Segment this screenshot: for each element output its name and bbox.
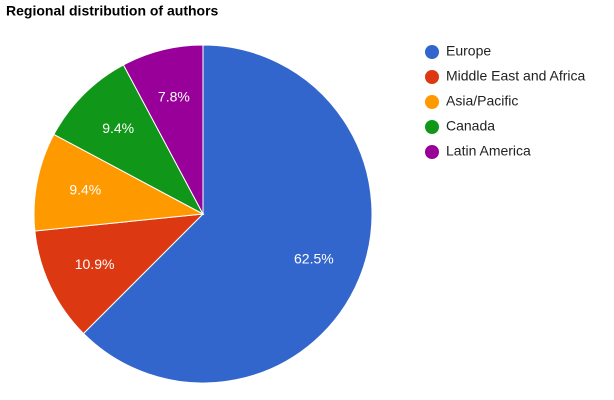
legend-label: Middle East and Africa bbox=[446, 68, 586, 84]
pie-slice bbox=[34, 213, 205, 335]
legend-label: Asia/Pacific bbox=[446, 93, 518, 109]
slice-label: 62.5% bbox=[294, 251, 334, 267]
pie-slice bbox=[82, 44, 373, 384]
legend-marker bbox=[425, 70, 439, 84]
legend-label: Europe bbox=[446, 43, 491, 59]
pie-slice bbox=[122, 44, 204, 215]
pie-slice bbox=[53, 64, 205, 216]
legend-label: Latin America bbox=[446, 143, 531, 159]
legend-marker bbox=[425, 95, 439, 109]
legend-label: Canada bbox=[446, 118, 495, 134]
legend-marker bbox=[425, 45, 439, 59]
slice-label: 9.4% bbox=[102, 120, 134, 136]
chart-title: Regional distribution of authors bbox=[6, 3, 219, 19]
slice-label: 7.8% bbox=[158, 88, 190, 104]
slice-label: 9.4% bbox=[69, 181, 101, 197]
pie-slice bbox=[33, 133, 205, 232]
legend-marker bbox=[425, 145, 439, 159]
slice-label: 10.9% bbox=[75, 256, 115, 272]
legend-marker bbox=[425, 120, 439, 134]
